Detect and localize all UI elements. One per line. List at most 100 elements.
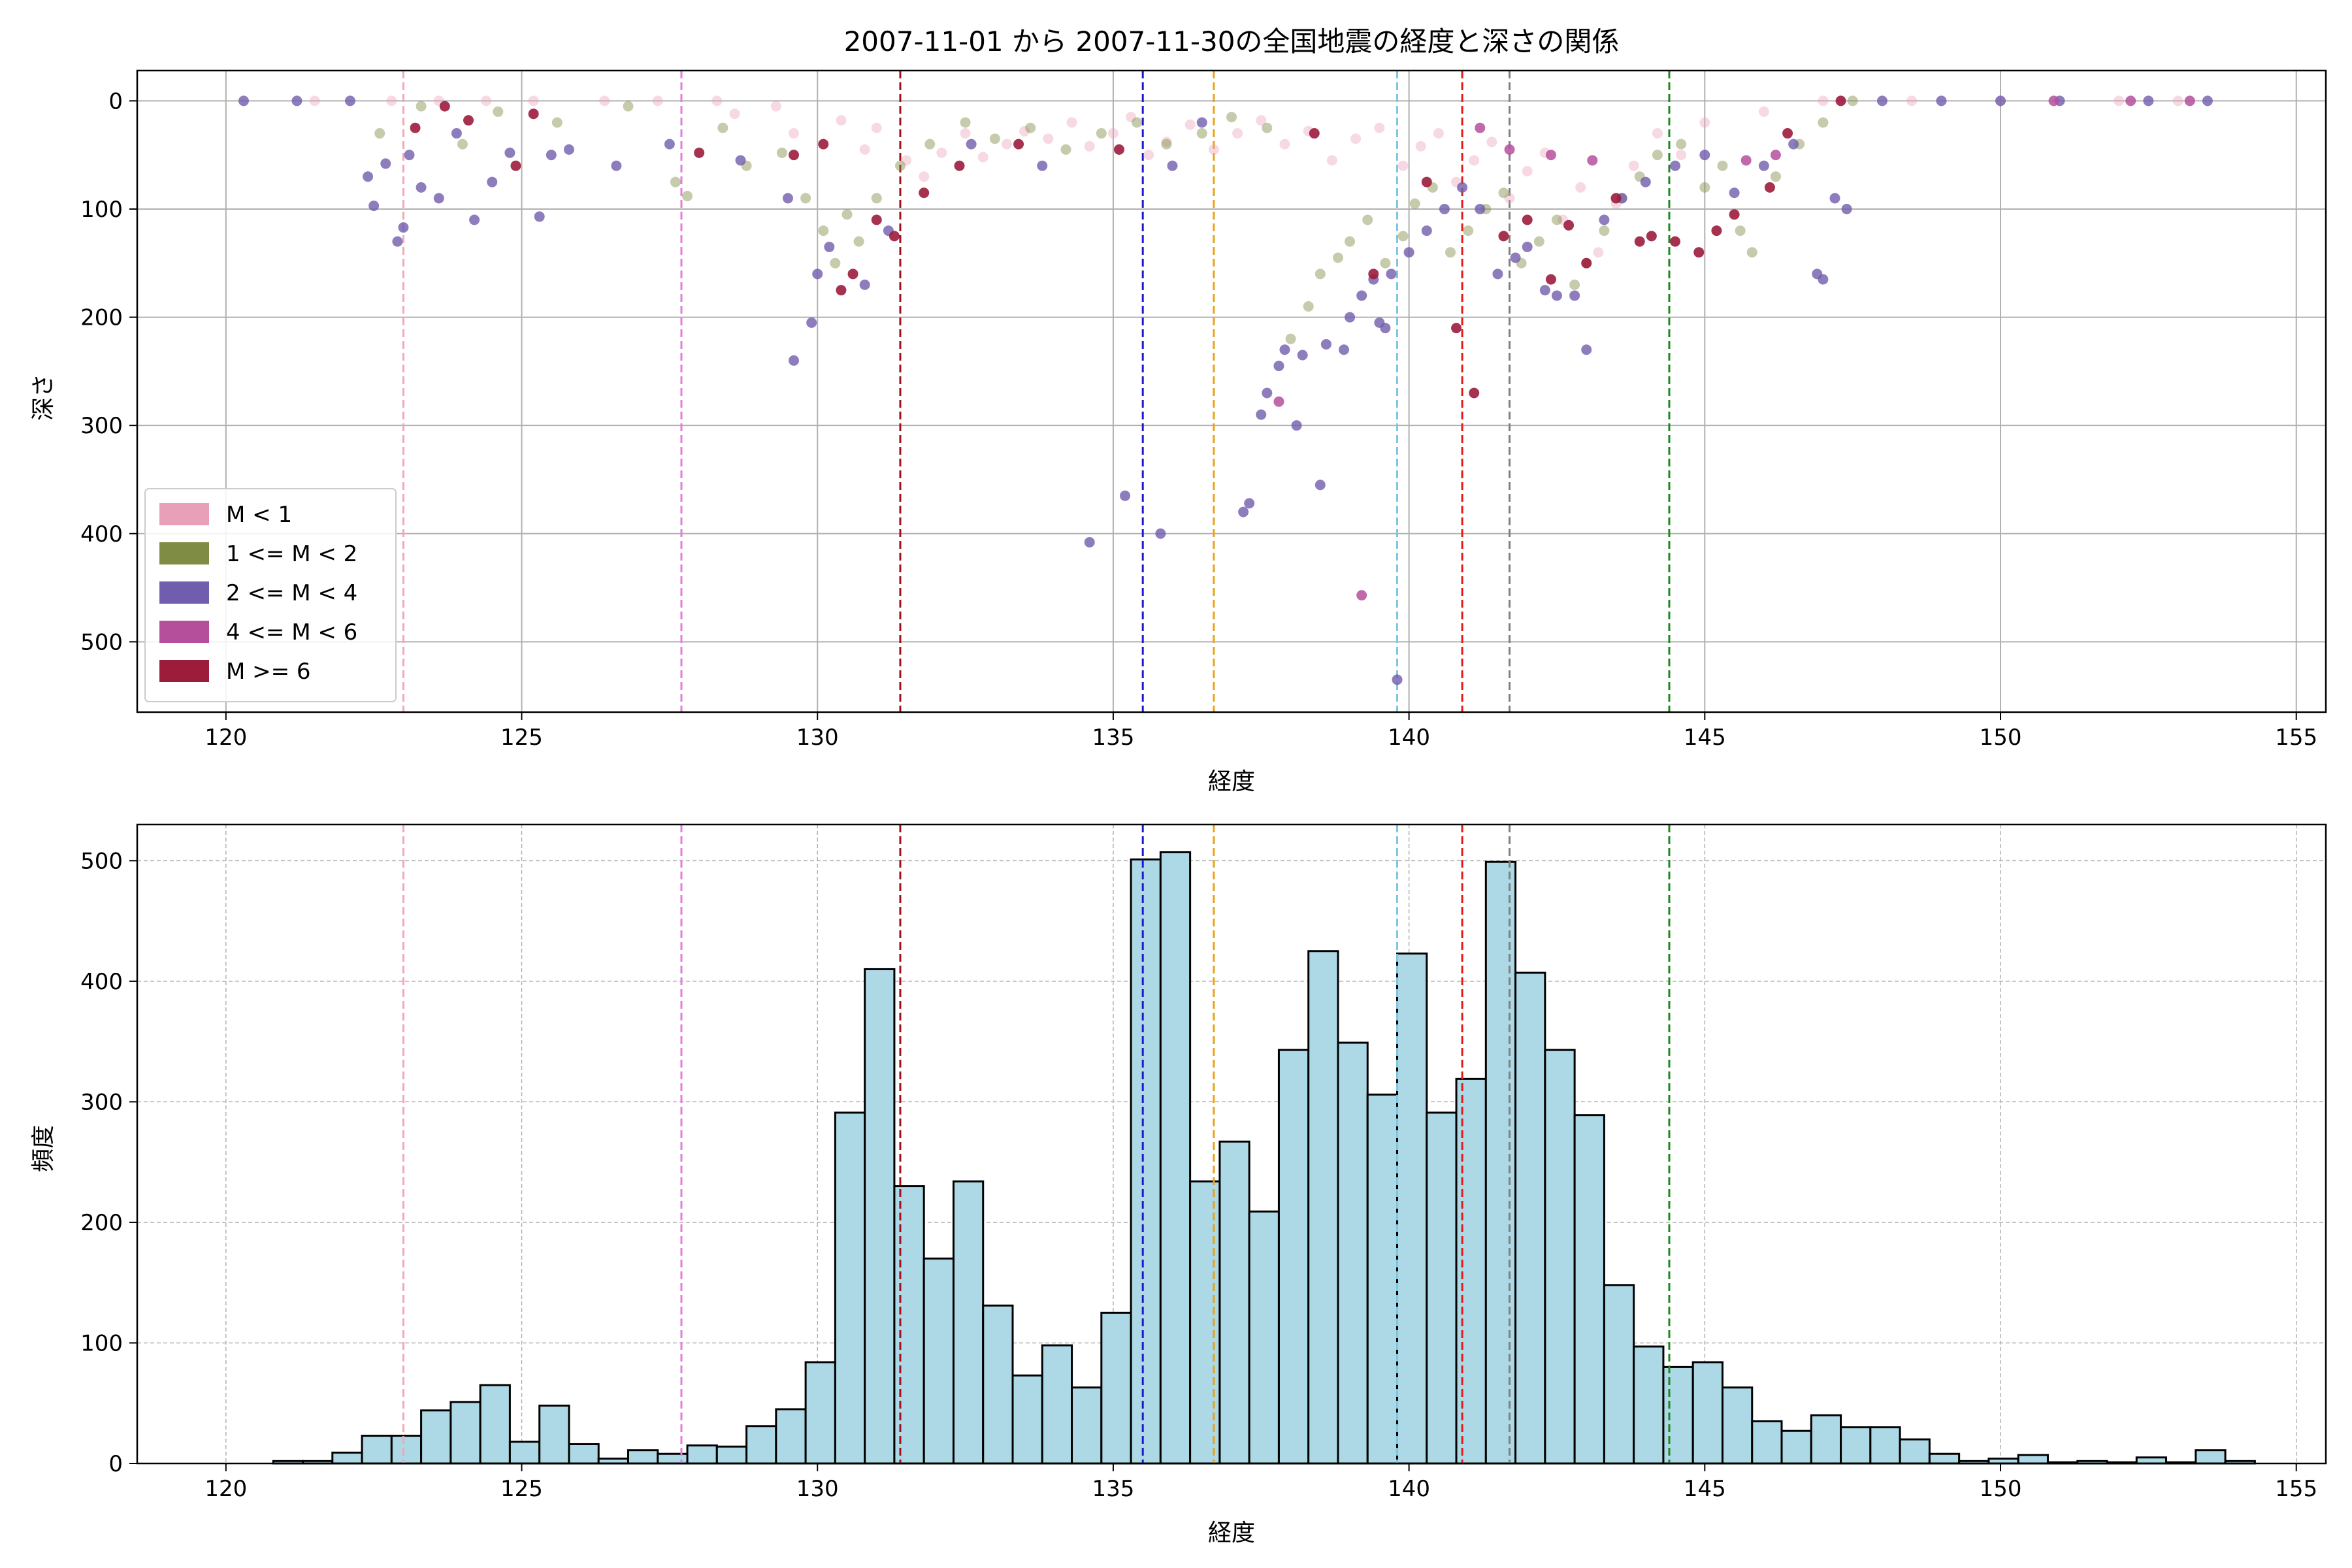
scatter-point <box>487 176 498 188</box>
scatter-point <box>1640 176 1651 188</box>
scatter-point <box>960 117 971 128</box>
scatter-point <box>1670 236 1681 247</box>
histogram-x-tick-label: 150 <box>1980 1476 2022 1502</box>
histogram-bar <box>1307 950 1339 1465</box>
scatter-point <box>1740 155 1752 166</box>
scatter-x-axis-label: 経度 <box>1208 768 1255 795</box>
scatter-point <box>1498 188 1509 199</box>
scatter-point <box>1113 144 1124 155</box>
scatter-point <box>1392 674 1403 685</box>
histogram-bar <box>1662 1365 1694 1465</box>
scatter-point <box>563 144 574 155</box>
scatter-point <box>1599 214 1610 225</box>
scatter-point <box>717 122 728 133</box>
scatter-point <box>1835 95 1846 106</box>
scatter-point <box>1339 344 1350 355</box>
legend-swatch <box>159 503 209 525</box>
scatter-point <box>670 176 681 188</box>
scatter-point <box>936 147 947 158</box>
histogram-bar <box>775 1408 807 1465</box>
scatter-point <box>1356 590 1367 601</box>
scatter-point <box>841 209 853 220</box>
scatter-point <box>989 133 1000 144</box>
scatter-point <box>1380 257 1391 269</box>
scatter-point <box>1581 257 1592 269</box>
scatter-point <box>859 144 870 155</box>
scatter-point <box>1486 137 1497 148</box>
scatter-point <box>1539 285 1550 296</box>
scatter-point <box>1770 171 1781 182</box>
scatter-point <box>919 171 930 182</box>
scatter-point <box>392 236 403 247</box>
histogram-bar <box>804 1361 836 1465</box>
histogram-bar <box>1899 1438 1931 1465</box>
legend-swatch <box>159 581 209 604</box>
scatter-point <box>1315 480 1326 491</box>
scatter-point <box>1374 122 1385 133</box>
histogram-bar <box>1011 1374 1043 1465</box>
scatter-point <box>1699 182 1710 193</box>
scatter-point <box>1262 387 1273 399</box>
histogram-x-tick-label: 140 <box>1388 1476 1430 1502</box>
scatter-point <box>1184 119 1196 130</box>
scatter-point <box>1545 150 1556 161</box>
scatter-point <box>818 139 829 150</box>
scatter-point <box>1256 115 1267 126</box>
scatter-x-tick-label: 145 <box>1684 725 1726 751</box>
scatter-point <box>1770 150 1781 161</box>
histogram-bar <box>982 1304 1014 1465</box>
scatter-point <box>847 269 858 280</box>
scatter-point <box>919 188 930 199</box>
scatter-point <box>1818 117 1829 128</box>
histogram-y-tick-label: 300 <box>80 1089 123 1115</box>
histogram-bar <box>331 1451 363 1465</box>
scatter-point <box>1457 182 1468 193</box>
scatter-point <box>1699 117 1710 128</box>
histogram-bar <box>1573 1114 1605 1465</box>
scatter-point <box>344 95 355 106</box>
histogram-bar <box>2135 1456 2168 1465</box>
scatter-point <box>1126 112 1137 123</box>
histogram-panel: 120 125 130 135 140 145 150 155 0 100 200 300 400 500… <box>30 823 2327 1546</box>
scatter-plot-frame <box>136 69 2327 713</box>
scatter-point <box>1084 537 1095 548</box>
scatter-point <box>806 317 817 328</box>
scatter-point <box>1593 247 1604 258</box>
legend-swatch <box>159 660 209 682</box>
histogram-bar <box>952 1180 985 1465</box>
histogram-bar <box>568 1443 600 1465</box>
histogram-bar <box>745 1425 777 1465</box>
scatter-x-tick-label: 135 <box>1092 725 1134 751</box>
histogram-x-axis-label: 経度 <box>1208 1520 1255 1546</box>
scatter-point <box>1345 236 1356 247</box>
scatter-y-tick-label: 400 <box>80 521 123 547</box>
scatter-y-tick-label: 100 <box>80 197 123 223</box>
scatter-point <box>1066 117 1077 128</box>
scatter-point <box>1132 117 1143 128</box>
scatter-point <box>1676 150 1687 161</box>
scatter-point <box>1746 247 1757 258</box>
scatter-point <box>735 155 746 166</box>
scatter-point <box>1256 409 1267 420</box>
scatter-point <box>1096 128 1107 139</box>
scatter-point <box>551 117 563 128</box>
scatter-point <box>1238 506 1249 517</box>
scatter-point <box>1504 193 1515 204</box>
scatter-x-tick-label: 150 <box>1980 725 2022 751</box>
scatter-point <box>386 95 397 106</box>
histogram-reference-lines <box>402 825 1671 1463</box>
scatter-point <box>789 355 799 366</box>
scatter-point <box>1581 344 1592 355</box>
scatter-point <box>1445 247 1456 258</box>
scatter-point <box>1469 155 1480 166</box>
scatter-point <box>1380 323 1391 334</box>
scatter-legend: M < 1 1 <= M < 2 2 <= M < 4 4 <= M < 6 M >= … <box>144 488 397 702</box>
scatter-y-axis-label: 深さ <box>30 374 57 421</box>
scatter-panel: 120 125 130 135 140 145 150 155 0 100 200 300 400 500… <box>30 69 2327 795</box>
scatter-point <box>782 193 793 204</box>
figure-title: 2007-11-01 から 2007-11-30の全国地震の経度と深さの関係 <box>844 25 1620 57</box>
scatter-point <box>493 106 504 117</box>
histogram-bar <box>1159 851 1192 1465</box>
scatter-point <box>1397 231 1409 242</box>
